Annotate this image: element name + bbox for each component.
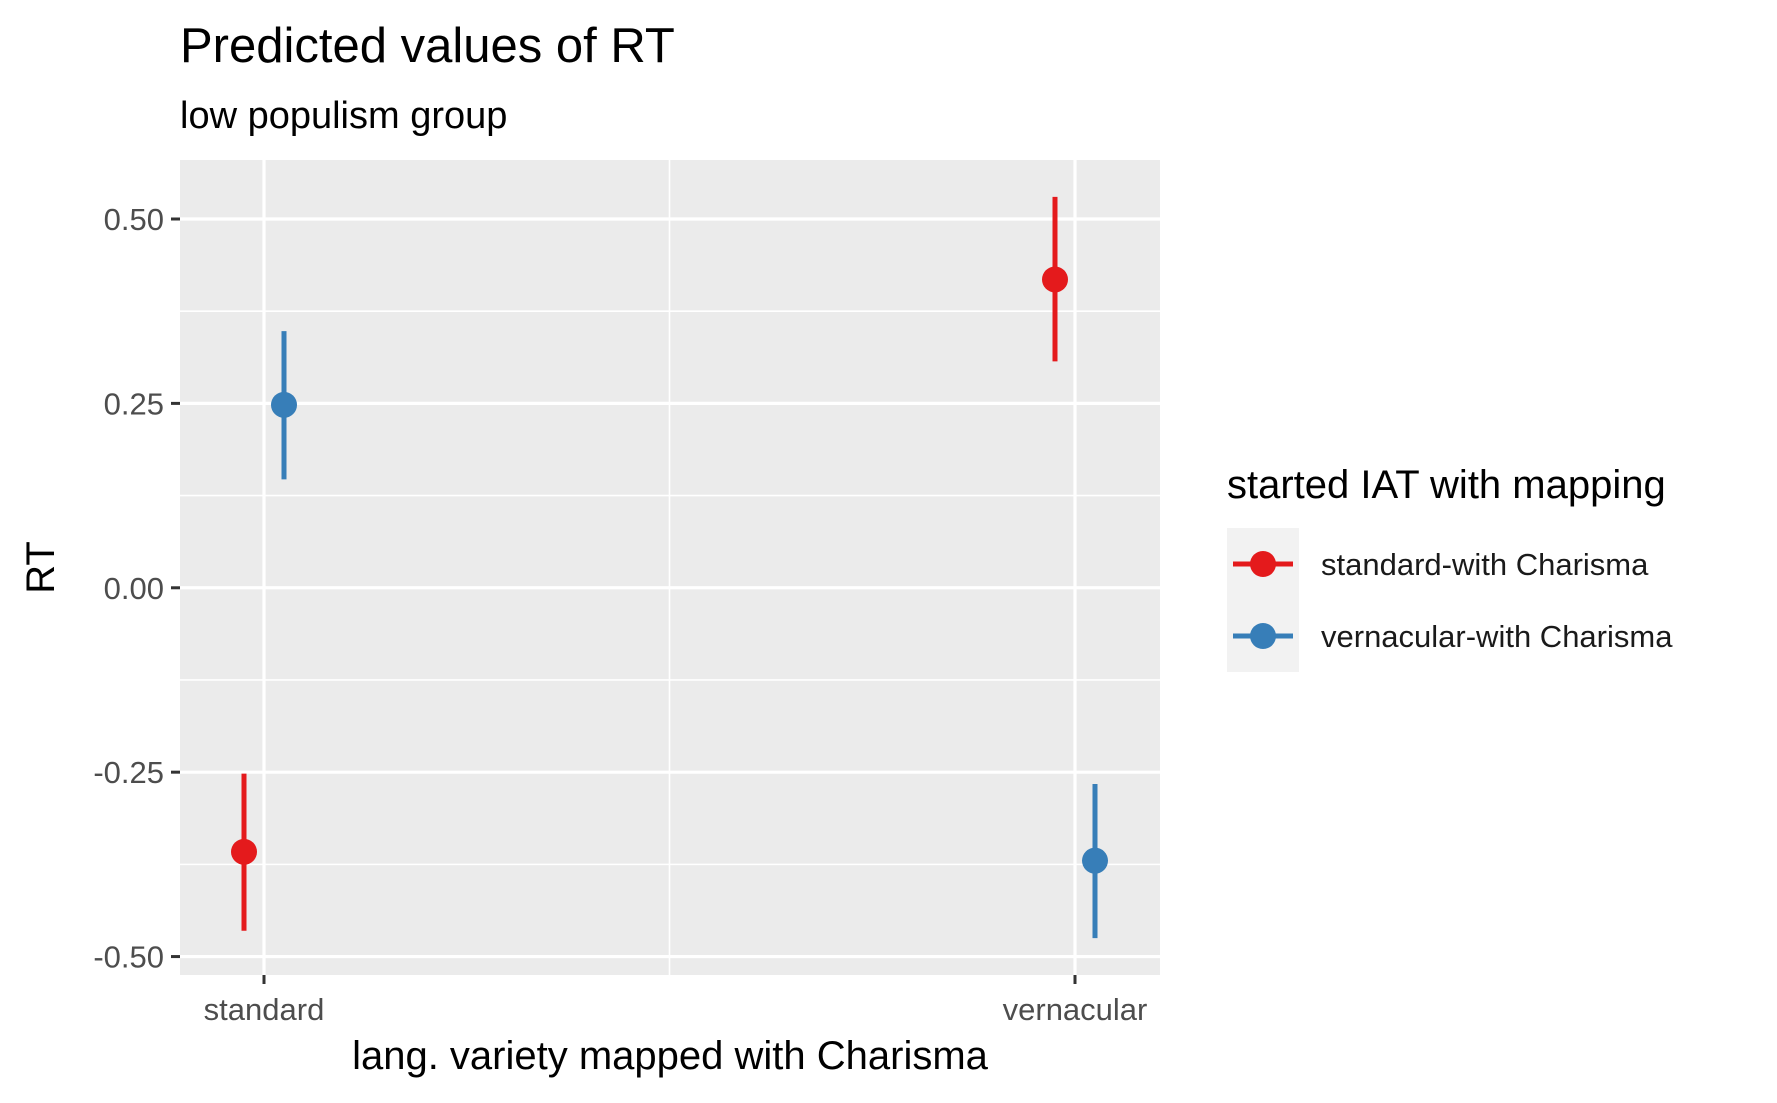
legend-key-point — [1250, 623, 1276, 649]
y-tick-label: 0.50 — [104, 202, 164, 237]
legend-label: vernacular-with Charisma — [1321, 619, 1673, 654]
legend-key-background — [1227, 528, 1299, 672]
data-marks — [231, 196, 1108, 939]
x-axis-title: lang. variety mapped with Charisma — [352, 1034, 989, 1078]
y-tick-label: 0.25 — [104, 386, 164, 421]
data-point — [271, 391, 297, 418]
axes: 0.50 0.25 0.00 -0.25 -0.50 standard vernacular — [93, 202, 1147, 1027]
data-point — [231, 838, 257, 865]
x-tick-label: vernacular — [1003, 992, 1148, 1027]
y-tick-label: 0.00 — [104, 571, 164, 606]
data-point — [1042, 266, 1068, 293]
chart-title: Predicted values of RT — [180, 19, 675, 73]
grid-lines — [180, 160, 1160, 975]
legend-title: started IAT with mapping — [1227, 463, 1666, 507]
y-axis-title: RT — [19, 541, 63, 594]
data-point — [1082, 847, 1108, 874]
y-tick-label: -0.50 — [93, 940, 164, 975]
legend-label: standard-with Charisma — [1321, 547, 1649, 582]
chart-subtitle: low populism group — [180, 95, 507, 137]
legend-key-point — [1250, 551, 1276, 577]
legend: started IAT with mapping standard-with C… — [1227, 463, 1673, 672]
y-tick-label: -0.25 — [93, 755, 164, 790]
x-tick-label: standard — [204, 992, 325, 1027]
